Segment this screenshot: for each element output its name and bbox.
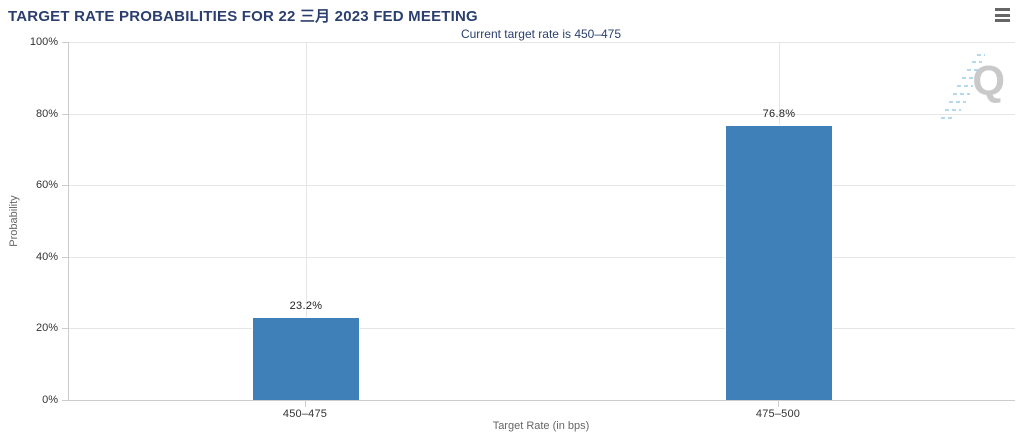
menu-bar bbox=[995, 19, 1010, 22]
y-axis-tick bbox=[62, 42, 68, 43]
x-axis-category-label: 475–500 bbox=[755, 408, 801, 420]
y-axis-tick-label: 20% bbox=[35, 322, 58, 334]
y-axis-tick-label: 80% bbox=[35, 108, 58, 120]
y-axis-tick-label: 100% bbox=[29, 36, 58, 48]
y-axis-tick-label: 0% bbox=[42, 394, 58, 406]
y-axis-tick bbox=[62, 400, 68, 401]
watermark-q-letter: Q bbox=[972, 57, 1005, 104]
bar-value-label: 76.8% bbox=[762, 108, 796, 120]
y-axis-tick bbox=[62, 185, 68, 186]
menu-bar bbox=[995, 8, 1010, 11]
x-axis-title: Target Rate (in bps) bbox=[492, 420, 590, 432]
watermark-dashes-icon bbox=[941, 54, 985, 119]
gridline-horizontal bbox=[69, 256, 1015, 258]
x-axis-tick bbox=[305, 401, 306, 407]
gridline-horizontal bbox=[69, 328, 1015, 330]
probability-bar-475-500[interactable] bbox=[725, 125, 833, 400]
bar-value-label: 23.2% bbox=[289, 300, 323, 312]
menu-bar bbox=[995, 13, 1010, 17]
gridline-horizontal bbox=[69, 185, 1015, 187]
y-axis-tick-label: 40% bbox=[35, 251, 58, 263]
y-axis-tick-label: 60% bbox=[35, 179, 58, 191]
y-axis-tick bbox=[62, 257, 68, 258]
plot-area: Q 23.2% 76.8% bbox=[68, 42, 1015, 401]
gridline-horizontal bbox=[69, 42, 1015, 43]
hamburger-menu-icon[interactable] bbox=[995, 8, 1011, 22]
y-axis-tick bbox=[62, 114, 68, 115]
gridline-horizontal bbox=[69, 113, 1015, 115]
chart-subtitle: Current target rate is 450–475 bbox=[460, 27, 622, 41]
gridline-vertical bbox=[306, 42, 307, 400]
x-axis-tick bbox=[778, 401, 779, 407]
y-axis-tick bbox=[62, 328, 68, 329]
x-axis-category-label: 450–475 bbox=[282, 408, 328, 420]
watermark-logo: Q bbox=[939, 48, 1011, 128]
probability-bar-450-475[interactable] bbox=[252, 317, 360, 400]
chart-title: TARGET RATE PROBABILITIES FOR 22 三月 2023… bbox=[8, 8, 478, 25]
